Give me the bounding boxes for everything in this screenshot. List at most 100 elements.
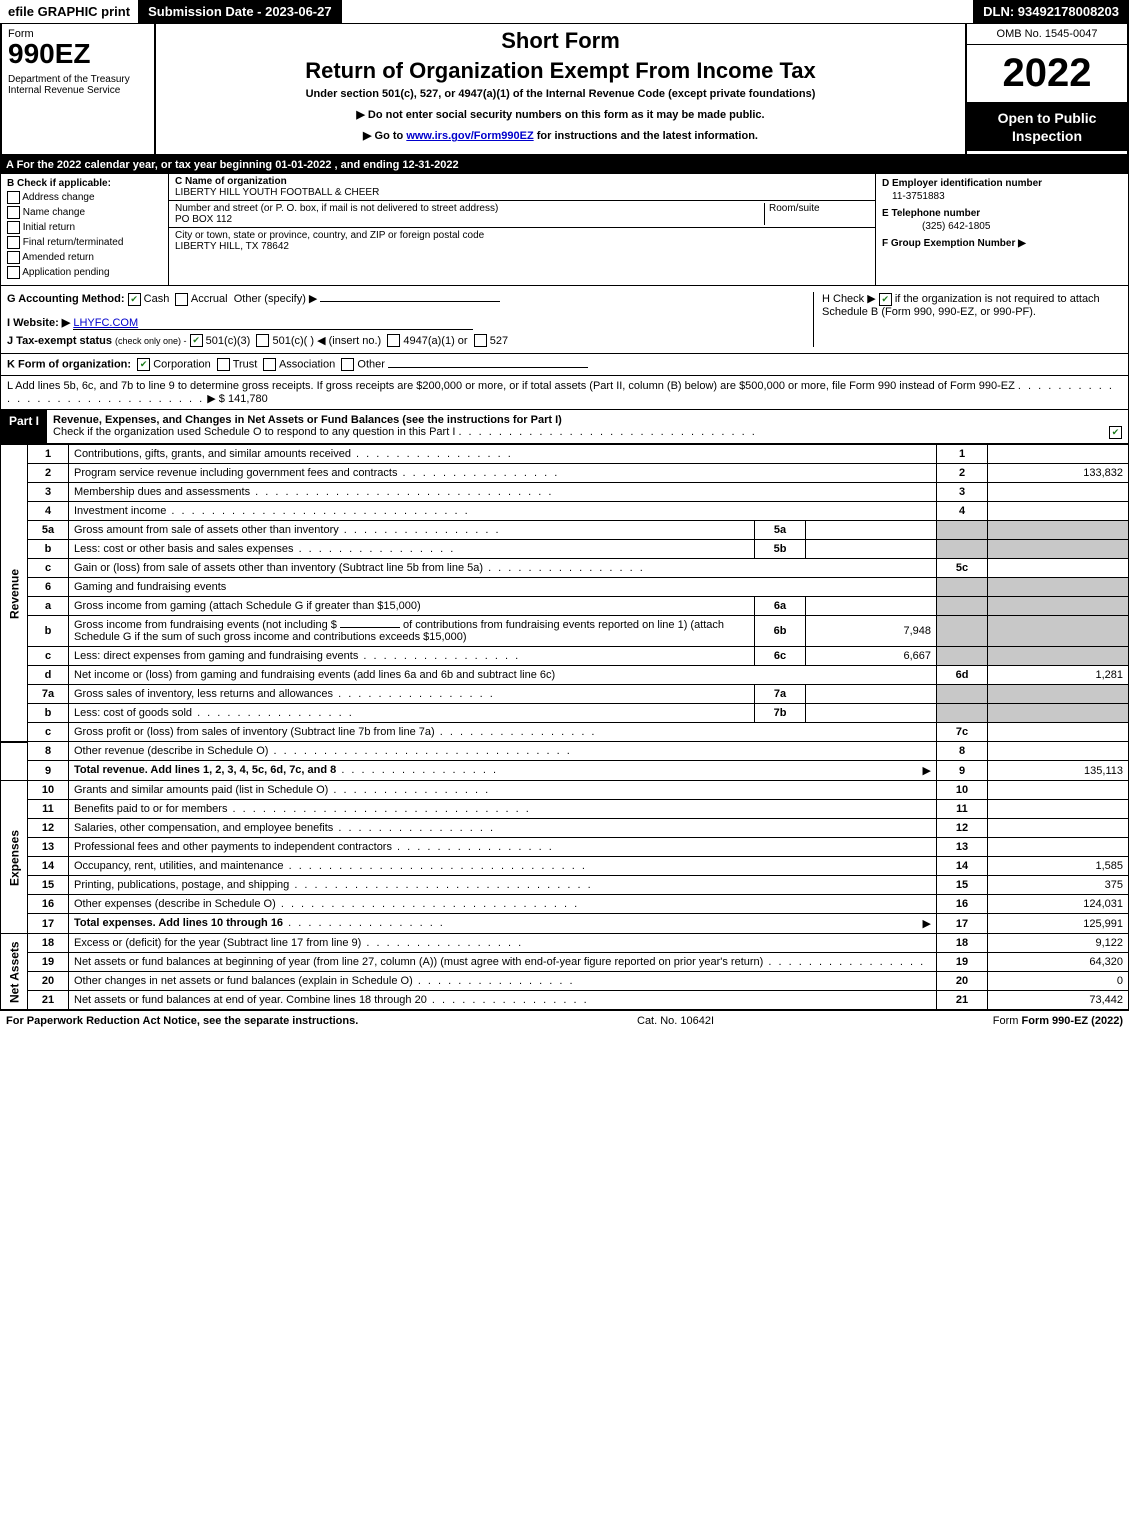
line-3: 3 Membership dues and assessments 3 [1, 483, 1129, 502]
chk-address-change[interactable]: Address change [7, 191, 162, 204]
chk-schedule-o[interactable] [1109, 426, 1122, 439]
dln-label: DLN: 93492178008203 [973, 0, 1129, 23]
chk-final-return[interactable]: Final return/terminated [7, 236, 162, 249]
l11-n: 11 [28, 800, 69, 819]
l6b-sv: 7,948 [806, 616, 937, 647]
l7a-sub: 7a [755, 685, 806, 704]
header-center: Short Form Return of Organization Exempt… [156, 24, 965, 154]
l5c-n: c [28, 559, 69, 578]
l15-amt: 375 [988, 876, 1129, 895]
l21-num: 21 [937, 991, 988, 1010]
l10-n: 10 [28, 781, 69, 800]
line-16: 16 Other expenses (describe in Schedule … [1, 895, 1129, 914]
header-left: Form 990EZ Department of the Treasury In… [2, 24, 156, 154]
chk-assoc[interactable] [263, 358, 276, 371]
part-i-title: Revenue, Expenses, and Changes in Net As… [47, 410, 1128, 443]
l5a-shade1 [937, 521, 988, 540]
org-addr: PO BOX 112 [175, 214, 764, 225]
l10-num: 10 [937, 781, 988, 800]
l5b-sub: 5b [755, 540, 806, 559]
l14-n: 14 [28, 857, 69, 876]
line-10: Expenses 10 Grants and similar amounts p… [1, 781, 1129, 800]
l5a-sv [806, 521, 937, 540]
l16-amt: 124,031 [988, 895, 1129, 914]
irs-link[interactable]: www.irs.gov/Form990EZ [406, 130, 533, 142]
g-cash: Cash [144, 293, 170, 305]
l16-num: 16 [937, 895, 988, 914]
l9-amt: 135,113 [988, 761, 1129, 781]
chk-name-change[interactable]: Name change [7, 206, 162, 219]
line-6b: b Gross income from fundraising events (… [1, 616, 1129, 647]
website-link[interactable]: LHYFC.COM [73, 317, 473, 330]
side-netassets: Net Assets [1, 934, 28, 1010]
l5b-shade1 [937, 540, 988, 559]
l3-amt [988, 483, 1129, 502]
l17-arrow: ▶ [923, 917, 931, 930]
l9-num: 9 [937, 761, 988, 781]
l9-arrow: ▶ [923, 764, 931, 777]
l6b-shade2 [988, 616, 1129, 647]
chk-accrual[interactable] [175, 293, 188, 306]
k-assoc: Association [279, 359, 335, 371]
l6c-sub: 6c [755, 647, 806, 666]
l6a-n: a [28, 597, 69, 616]
l8-num: 8 [937, 742, 988, 761]
short-form-title: Short Form [164, 28, 957, 54]
other-org-input[interactable] [388, 367, 588, 368]
l17-n: 17 [28, 914, 69, 934]
l18-num: 18 [937, 934, 988, 953]
omb-number: OMB No. 1545-0047 [967, 24, 1127, 45]
form-number: 990EZ [8, 40, 148, 68]
l3-d: Membership dues and assessments [74, 486, 250, 498]
l1-d: Contributions, gifts, grants, and simila… [74, 448, 351, 460]
chk-4947[interactable] [387, 334, 400, 347]
phone-value: (325) 642-1805 [882, 219, 1122, 238]
efile-label[interactable]: efile GRAPHIC print [0, 0, 138, 23]
l15-num: 15 [937, 876, 988, 895]
org-city: LIBERTY HILL, TX 78642 [175, 241, 484, 252]
l12-amt [988, 819, 1129, 838]
chk-cash[interactable] [128, 293, 141, 306]
chk-h[interactable] [879, 293, 892, 306]
c-city-row: City or town, state or province, country… [169, 228, 875, 254]
l5c-amt [988, 559, 1129, 578]
chk-527[interactable] [474, 334, 487, 347]
l17-d: Total expenses. Add lines 10 through 16 [74, 917, 283, 929]
chk-amended-return[interactable]: Amended return [7, 251, 162, 264]
line-12: 12 Salaries, other compensation, and emp… [1, 819, 1129, 838]
line-18: Net Assets 18 Excess or (deficit) for th… [1, 934, 1129, 953]
side-expenses: Expenses [1, 781, 28, 934]
chk-trust[interactable] [217, 358, 230, 371]
l4-d: Investment income [74, 505, 166, 517]
chk-corp[interactable] [137, 358, 150, 371]
line-17: 17 Total expenses. Add lines 10 through … [1, 914, 1129, 934]
j-row: J Tax-exempt status (check only one) - 5… [7, 334, 813, 348]
j-opt3: 4947(a)(1) or [403, 335, 467, 347]
l13-num: 13 [937, 838, 988, 857]
l6a-sub: 6a [755, 597, 806, 616]
chk-other-org[interactable] [341, 358, 354, 371]
l6b-blank[interactable] [340, 627, 400, 628]
l19-d: Net assets or fund balances at beginning… [74, 956, 763, 968]
chk-501c[interactable] [256, 334, 269, 347]
j-opt1: 501(c)(3) [206, 335, 251, 347]
l14-amt: 1,585 [988, 857, 1129, 876]
l2-amt: 133,832 [988, 464, 1129, 483]
l9-n: 9 [28, 761, 69, 781]
chk-initial-return[interactable]: Initial return [7, 221, 162, 234]
g-other: Other (specify) ▶ [234, 293, 318, 305]
b-title: B Check if applicable: [7, 178, 162, 189]
form-header: Form 990EZ Department of the Treasury In… [0, 24, 1129, 156]
l19-n: 19 [28, 953, 69, 972]
info-block: B Check if applicable: Address change Na… [0, 174, 1129, 286]
warn-ssn: ▶ Do not enter social security numbers o… [164, 108, 957, 121]
l8-n: 8 [28, 742, 69, 761]
chk-application-pending[interactable]: Application pending [7, 266, 162, 279]
l7b-sub: 7b [755, 704, 806, 723]
other-specify-input[interactable] [320, 301, 500, 302]
l14-d: Occupancy, rent, utilities, and maintena… [74, 860, 284, 872]
l5b-d: Less: cost or other basis and sales expe… [74, 543, 294, 555]
line-6a: a Gross income from gaming (attach Sched… [1, 597, 1129, 616]
side-rev-cont [1, 742, 28, 781]
chk-501c3[interactable] [190, 334, 203, 347]
